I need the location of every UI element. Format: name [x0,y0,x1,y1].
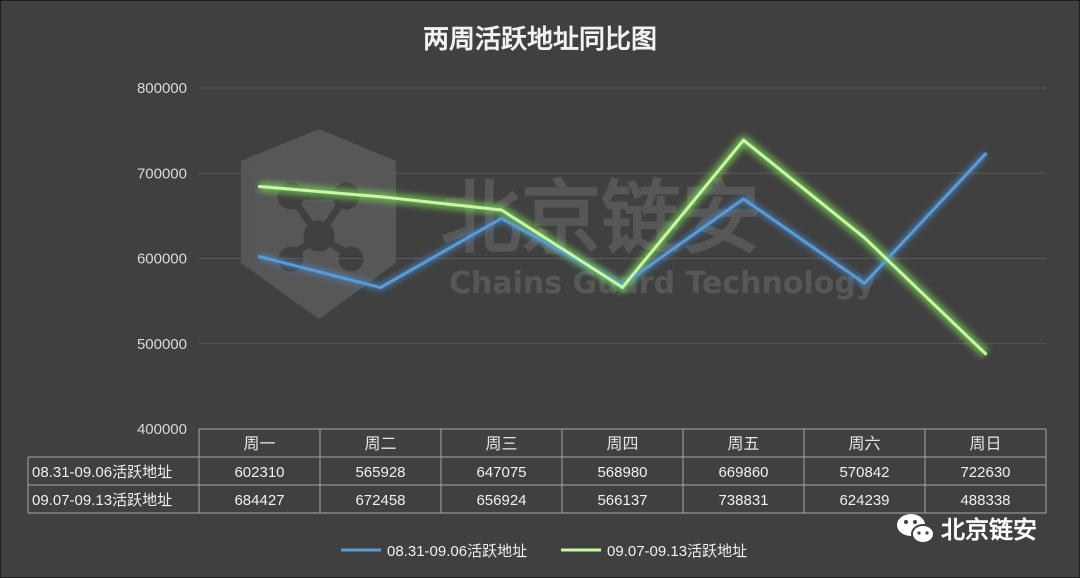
y-tick-label: 800000 [137,80,187,97]
series-2-point [379,195,382,199]
y-tick-label: 400000 [137,421,187,438]
brand-logo: 北京链安 [897,514,1037,544]
legend-label-series-2: 09.07-09.13活跃地址 [607,543,747,560]
y-tick-label: 700000 [137,165,187,182]
table-cell: 722630 [960,464,1010,481]
table-cell: 566137 [597,492,647,509]
table-cell: 568980 [597,464,647,481]
series-2-point [742,138,745,142]
watermark-en-text: Chains Guard Technology [449,266,876,301]
series-1-point [379,286,382,290]
table-row-label: 08.31-09.06活跃地址 [32,464,172,481]
series-1-point [258,255,261,259]
table-cell: 684427 [234,492,284,509]
x-tick-label: 周二 [364,434,396,453]
series-2-point [863,236,866,240]
data-table: 周一 周二 周三 周四 周五 周六 周日 08.31-09.06活跃地址 602310 56592… [27,428,1047,514]
table-cell: 624239 [839,492,889,509]
series-1-point [984,152,987,156]
chart-title: 两周活跃地址同比图 [423,25,657,55]
series-1-point [863,281,866,285]
x-tick-label: 周六 [848,434,880,453]
table-cell: 488338 [960,492,1010,509]
x-tick-label: 周一 [243,434,275,453]
table-cell: 656924 [476,492,526,509]
watermark: 北京链安 Chains Guard Technology [241,129,876,319]
table-cell: 738831 [718,492,768,509]
table-cell: 647075 [476,464,526,481]
watermark-shield-icon [241,129,396,319]
table-row-label: 09.07-09.13活跃地址 [32,492,172,509]
table-cell: 669860 [718,464,768,481]
wechat-icon [897,514,935,544]
series-1-point [500,216,503,220]
gridlines [199,87,1046,345]
table-cell: 570842 [839,464,889,481]
legend-label-series-1: 08.31-09.06活跃地址 [387,543,527,560]
brand-logo-text: 北京链安 [941,516,1037,544]
series-lines [258,138,987,356]
y-tick-label: 500000 [137,336,187,353]
series-2-point [621,285,624,289]
table-cell: 672458 [355,492,405,509]
table-cell: 565928 [355,464,405,481]
series-2-point [984,352,987,356]
x-tick-label: 周四 [606,434,638,453]
legend: 08.31-09.06活跃地址 09.07-09.13活跃地址 [341,543,747,560]
x-tick-label: 周三 [485,434,517,453]
y-tick-label: 600000 [137,251,187,268]
x-tick-label: 周日 [969,434,1001,453]
series-1-point [742,197,745,201]
table-cell: 602310 [234,464,284,481]
y-axis-ticks: 800000 700000 600000 500000 400000 [137,80,187,438]
x-tick-label: 周五 [727,434,759,453]
series-2-point [500,208,503,212]
series-2-point [258,185,261,189]
